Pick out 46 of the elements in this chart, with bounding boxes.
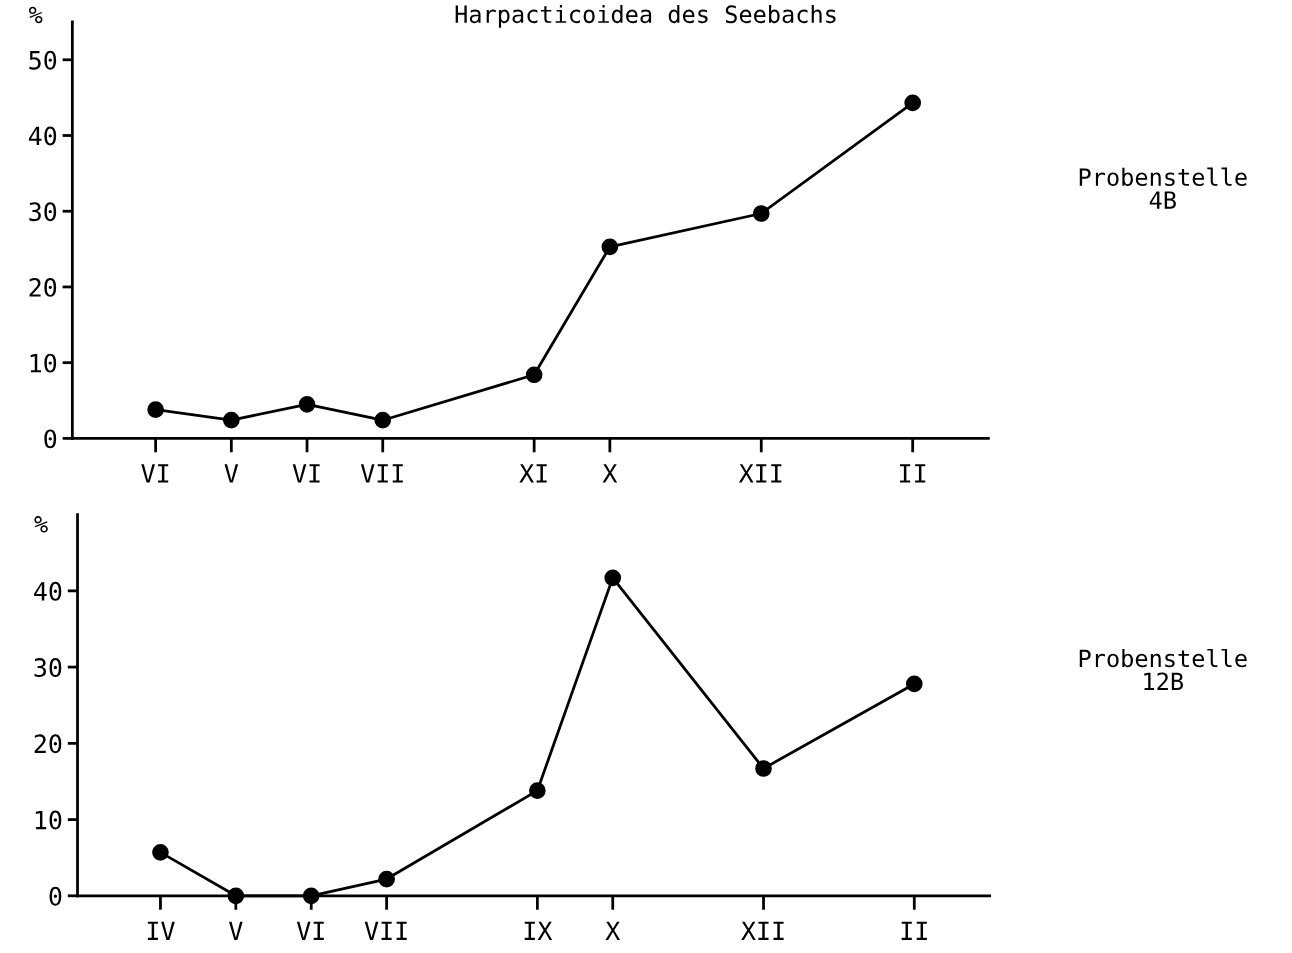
point <box>222 411 240 429</box>
point <box>601 238 619 256</box>
x-tick-label: IX <box>524 921 553 940</box>
y-axis-title: % <box>34 516 48 533</box>
text: Probenstelle 12B <box>1079 648 1247 690</box>
point <box>152 844 169 861</box>
y-tick-label: 40 <box>34 581 62 601</box>
point <box>525 366 543 384</box>
x-tick-label: XI <box>519 464 547 483</box>
x-tick-label: VII <box>360 464 403 483</box>
x-tick-label: VI <box>292 464 320 483</box>
x-tick-label: V <box>229 921 243 940</box>
point <box>298 395 316 413</box>
point <box>755 760 772 777</box>
x-tick-label: XII <box>741 921 784 940</box>
x-tick-label: V <box>224 464 239 483</box>
point <box>604 569 622 587</box>
point <box>374 411 392 429</box>
x-tick-label: VII <box>364 921 407 940</box>
y-tick-label: 50 <box>29 50 57 70</box>
chart-title: Harpacticoidea des Seebachs <box>455 4 836 28</box>
y-tick-label: 10 <box>30 353 57 373</box>
y-tick-label: 0 <box>49 886 62 906</box>
y-tick-label: 20 <box>29 277 57 297</box>
point <box>378 870 395 888</box>
x-tick-label: II <box>900 464 926 483</box>
x-tick-label: VI <box>296 921 324 940</box>
y-tick-label: 0 <box>44 429 57 449</box>
y-tick-label: 30 <box>29 202 57 222</box>
x-tick-label: IV <box>147 921 175 940</box>
x-tick-label: II <box>901 921 927 940</box>
point <box>529 782 546 799</box>
y-tick-label: 40 <box>28 126 57 146</box>
y-tick-label: 30 <box>34 658 62 678</box>
point <box>147 401 164 418</box>
point <box>904 94 922 112</box>
x-tick-label: XII <box>738 464 782 483</box>
x-tick-label: VI <box>141 464 169 483</box>
y-tick-label: 20 <box>34 734 62 754</box>
text: Probenstelle 4B <box>1079 167 1247 209</box>
x-tick-label: X <box>605 921 621 940</box>
y-axis-title: % <box>28 6 43 24</box>
point <box>905 675 923 693</box>
point <box>752 205 770 222</box>
x-tick-label: X <box>602 464 618 483</box>
y-tick-label: 10 <box>35 810 62 830</box>
